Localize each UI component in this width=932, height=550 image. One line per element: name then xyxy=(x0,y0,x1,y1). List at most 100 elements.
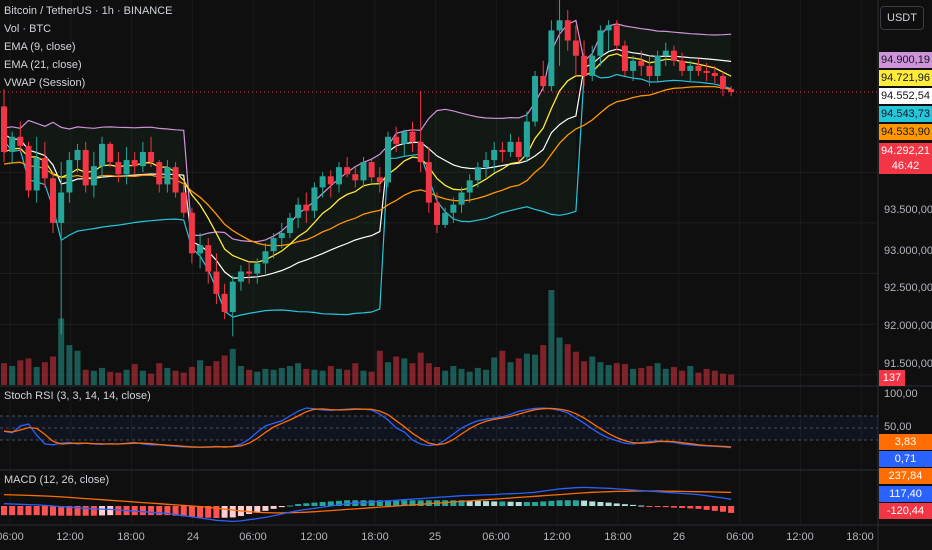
candle-body xyxy=(548,30,555,87)
symbol-legend[interactable]: Bitcoin / TetherUS · 1h · BINANCE xyxy=(4,5,173,17)
macd-histogram-bar xyxy=(17,506,24,516)
macd-pane xyxy=(1,486,735,523)
volume-bar xyxy=(123,369,130,385)
volume-bar xyxy=(695,372,702,385)
macd-signal-tag: 237,84 xyxy=(879,468,932,484)
volume-bar xyxy=(115,372,122,385)
candle xyxy=(66,151,73,203)
x-tick: 18:00 xyxy=(846,531,874,543)
macd-histogram-bar xyxy=(327,501,334,506)
macd-histogram-bar xyxy=(548,500,555,506)
volume-bar xyxy=(213,361,220,385)
volume-bar xyxy=(254,371,261,385)
macd-histogram-bar xyxy=(564,500,571,506)
macd-histogram-bar xyxy=(556,500,563,506)
macd-histogram-bar xyxy=(335,500,342,506)
macd-histogram-bar xyxy=(654,506,661,507)
candle-body xyxy=(523,121,530,158)
macd-histogram-bar xyxy=(50,506,57,516)
candle-body xyxy=(474,167,481,181)
candle-body xyxy=(254,263,261,274)
volume-bar xyxy=(499,350,506,385)
volume-bar xyxy=(148,373,155,385)
candle xyxy=(286,212,293,239)
currency-button[interactable]: USDT xyxy=(880,6,924,30)
candle-body xyxy=(246,271,253,274)
candle xyxy=(335,162,342,193)
candle xyxy=(442,207,449,228)
macd-histogram-bar xyxy=(286,505,293,507)
candle-body xyxy=(499,149,506,152)
candle-body xyxy=(483,160,490,168)
candle xyxy=(352,167,359,188)
macd-histogram-bar xyxy=(605,502,612,506)
candle xyxy=(491,141,498,173)
ema9-legend[interactable]: EMA (9, close) xyxy=(4,41,76,53)
macd-line-tag: 117,40 xyxy=(879,486,932,502)
candle-body xyxy=(728,89,735,92)
volume-bar xyxy=(450,366,457,385)
candle xyxy=(123,146,130,185)
candle-body xyxy=(50,178,57,223)
candle xyxy=(25,141,32,198)
macd-histogram-bar xyxy=(507,501,514,506)
candle xyxy=(311,182,318,218)
macd-histogram-bar xyxy=(205,506,212,518)
macd-legend[interactable]: MACD (12, 26, close) xyxy=(4,474,110,486)
candle-body xyxy=(188,212,195,254)
volume-bar xyxy=(335,368,342,385)
candle xyxy=(1,89,7,163)
candle xyxy=(621,40,628,76)
volume-bar xyxy=(613,363,620,385)
candle-body xyxy=(662,50,669,56)
volume-bar xyxy=(523,353,530,385)
volume-bar xyxy=(188,366,195,385)
candle xyxy=(17,121,24,152)
volume-legend[interactable]: Vol · BTC xyxy=(4,23,52,35)
volume-bar xyxy=(442,370,449,385)
candle-body xyxy=(589,55,596,76)
candle xyxy=(630,55,637,82)
vwap-legend[interactable]: VWAP (Session) xyxy=(4,77,86,89)
candle-body xyxy=(556,20,563,31)
volume-bar xyxy=(90,370,97,385)
candle-body xyxy=(434,202,441,225)
candle-body xyxy=(703,70,710,73)
candle xyxy=(115,151,122,183)
candle xyxy=(99,136,106,178)
volume-bar xyxy=(50,356,57,385)
volume-bar xyxy=(507,362,514,385)
candle-body xyxy=(376,177,383,183)
macd-histogram-bar xyxy=(303,503,310,506)
candle xyxy=(90,151,97,198)
volume-bar xyxy=(384,362,391,385)
candle xyxy=(638,50,645,76)
candle-body xyxy=(1,106,7,152)
candle xyxy=(703,62,710,82)
macd-histogram-bar xyxy=(711,506,718,511)
ema21-line xyxy=(3,85,732,247)
macd-histogram-bar xyxy=(82,506,89,516)
stoch-rsi-legend[interactable]: Stoch RSI (3, 3, 14, 14, close) xyxy=(4,390,151,402)
macd-histogram-bar xyxy=(670,506,677,508)
macd-histogram-bar xyxy=(270,506,277,509)
candle-body xyxy=(630,60,637,71)
macd-histogram-bar xyxy=(466,500,473,506)
candle-body xyxy=(58,192,65,223)
ema21-legend[interactable]: EMA (21, close) xyxy=(4,59,82,71)
volume-bar xyxy=(344,369,351,385)
volume-bar xyxy=(319,370,326,385)
volume-bar xyxy=(41,362,48,385)
macd-histogram-bar xyxy=(139,506,146,516)
x-tick: 18:00 xyxy=(117,531,145,543)
macd-histogram-bar xyxy=(597,502,604,506)
x-tick: 06:00 xyxy=(482,531,510,543)
volume-bar xyxy=(270,369,277,385)
macd-histogram-bar xyxy=(9,506,16,516)
x-tick: 06:00 xyxy=(0,531,24,543)
candle xyxy=(303,192,310,223)
macd-histogram-bar xyxy=(1,506,7,516)
candle-body xyxy=(368,162,375,178)
macd-histogram-bar xyxy=(295,504,302,506)
